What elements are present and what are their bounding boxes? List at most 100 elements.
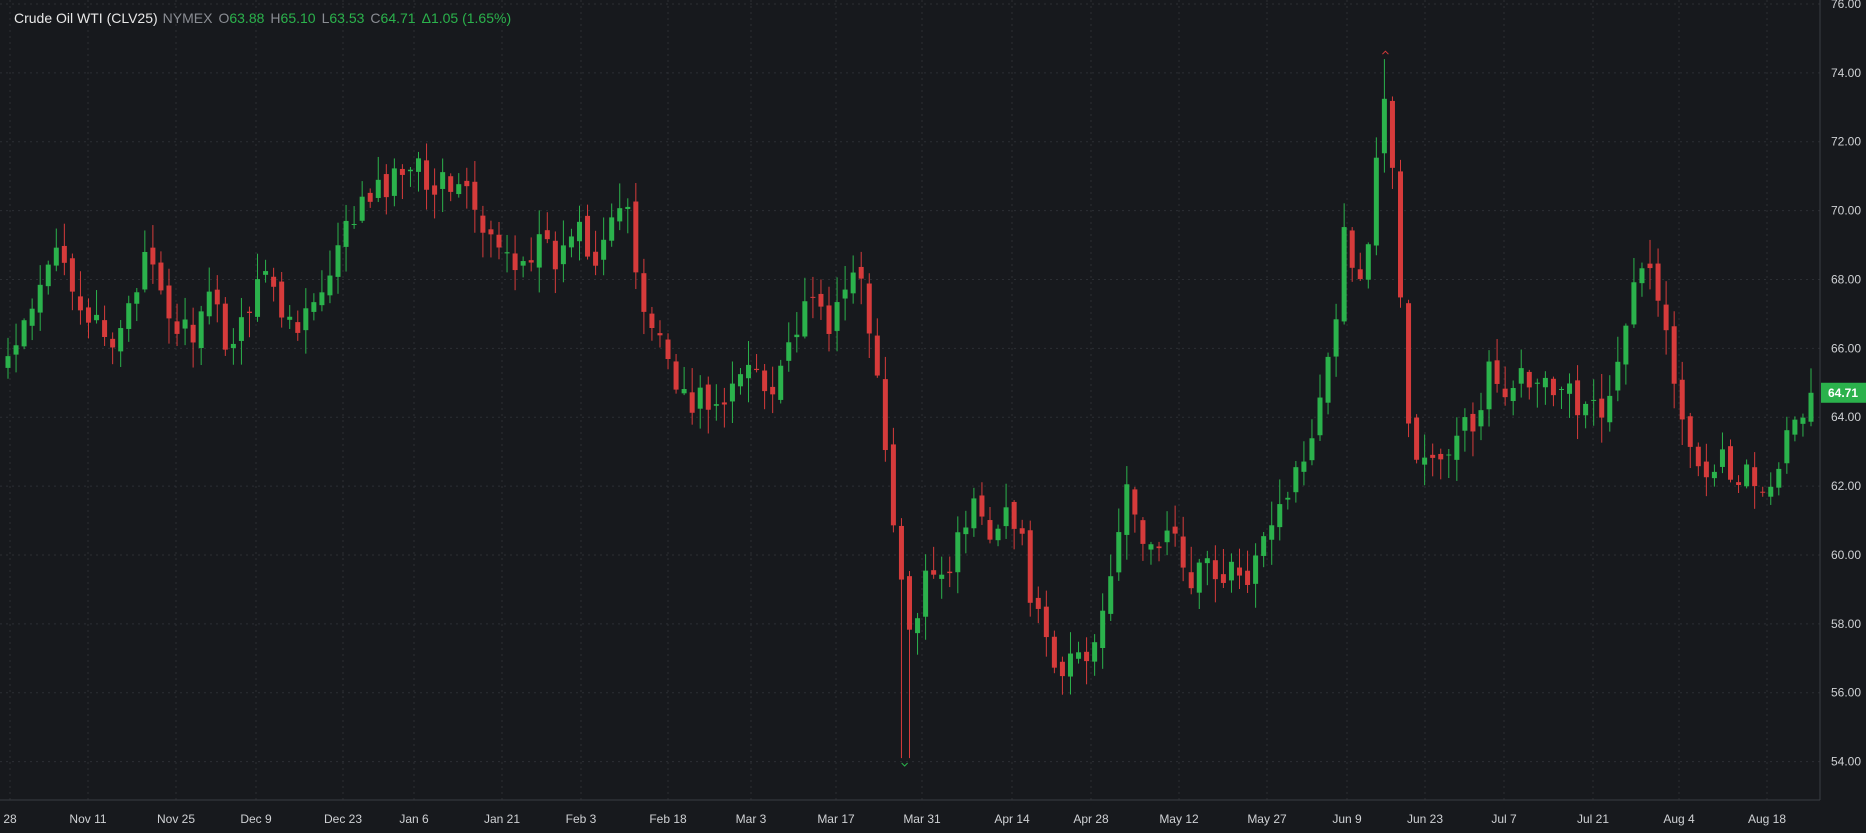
candle [1695, 442, 1701, 477]
candle [802, 277, 808, 339]
candle [1035, 586, 1041, 624]
candle [826, 286, 832, 352]
candle-body [319, 292, 325, 306]
candle-body [1695, 446, 1701, 467]
candle-body [1059, 661, 1065, 677]
candle-body [182, 319, 188, 329]
candle-body [1752, 467, 1758, 487]
candle [1196, 558, 1202, 609]
candle-body [955, 532, 961, 573]
candle [1076, 641, 1082, 664]
candle-body [1784, 430, 1790, 464]
y-axis[interactable]: 54.00 56.00 58.00 60.00 62.00 64.00 66.00 68.00… [1819, 0, 1861, 800]
candle-body [528, 260, 534, 263]
candle-body [287, 316, 293, 320]
candle-body [1285, 497, 1291, 500]
candle [1059, 656, 1065, 695]
candle [118, 320, 124, 367]
candle-body [939, 574, 945, 579]
candle-body [110, 338, 116, 348]
candle-body [375, 179, 381, 198]
candle-body [206, 291, 212, 317]
x-tick-label: Mar 31 [903, 812, 941, 826]
x-tick-label: Jan 21 [484, 812, 520, 826]
candle-body [721, 402, 727, 405]
candle [1647, 239, 1653, 290]
candle-body [576, 221, 582, 242]
x-tick-label: Jan 6 [399, 812, 429, 826]
candle-body [198, 311, 204, 349]
x-axis[interactable]: 28 Nov 11 Nov 25 Dec 9 Dec 23 Jan 6 Jan 21 Feb … [0, 799, 1820, 826]
candle [858, 251, 864, 305]
x-tick-label: Jul 21 [1577, 812, 1609, 826]
candle [1188, 546, 1194, 595]
candle [633, 183, 639, 290]
candle-body [61, 245, 67, 263]
candle [1663, 281, 1669, 355]
candle-body [641, 273, 647, 312]
candle [1132, 486, 1138, 533]
candle-body [1124, 484, 1130, 535]
candle-body [1486, 361, 1492, 410]
candle-body [737, 374, 743, 387]
candle-body [222, 303, 228, 350]
candle-body [271, 276, 277, 287]
candle-body [898, 525, 904, 580]
candle-body [480, 215, 486, 233]
candle [1277, 479, 1283, 541]
candle [1051, 630, 1057, 674]
candle [1373, 137, 1379, 256]
candle-body [1204, 558, 1210, 564]
candle [1792, 416, 1798, 442]
candle [1567, 373, 1573, 418]
candle-body [472, 181, 478, 210]
candle-body [1599, 398, 1605, 418]
y-tick-label: 70.00 [1831, 204, 1861, 218]
candle [1542, 371, 1548, 405]
candle-body [1550, 378, 1556, 396]
candle [762, 364, 768, 410]
candle-body [1526, 371, 1532, 388]
candle [174, 303, 180, 347]
candle [94, 290, 100, 324]
close-value: 64.71 [380, 10, 416, 26]
candle-body [931, 570, 937, 575]
candle [1800, 413, 1806, 437]
candle [1325, 352, 1331, 415]
candle [1486, 350, 1492, 427]
candle-body [746, 364, 752, 379]
candle-body [1542, 377, 1548, 388]
candle-body [1301, 461, 1307, 472]
candle [448, 173, 454, 202]
candle-body [383, 174, 389, 198]
candle [850, 255, 856, 304]
candle-body [1373, 157, 1379, 246]
candle [214, 275, 220, 323]
candle [890, 427, 896, 533]
candle-body [923, 570, 929, 617]
candle-body [842, 289, 848, 299]
candle [1237, 548, 1243, 590]
x-tick-label: Aug 4 [1663, 812, 1695, 826]
candle-body [1011, 501, 1017, 529]
candle [1719, 432, 1725, 474]
candle [746, 341, 752, 403]
candle-body [1663, 304, 1669, 331]
candle-body [504, 252, 510, 254]
candle-body [1414, 417, 1420, 460]
candle-body [907, 576, 912, 630]
y-tick-label: 76.00 [1831, 0, 1861, 11]
candle-body [649, 313, 655, 329]
candle-body [69, 258, 75, 292]
candle-body [359, 196, 365, 221]
candle-body [255, 279, 261, 317]
candle-body [1478, 410, 1484, 427]
candle-body [1647, 263, 1653, 269]
candle [673, 354, 679, 394]
x-tick-label: Apr 28 [1073, 812, 1109, 826]
candle [343, 204, 349, 272]
candle [504, 234, 510, 273]
candle [1269, 501, 1275, 565]
candle-body [770, 386, 776, 395]
